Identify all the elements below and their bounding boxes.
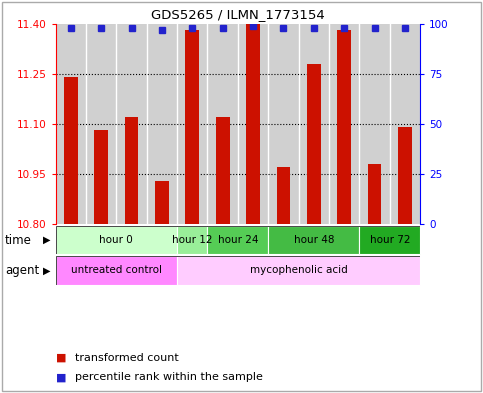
Bar [216,117,229,224]
Text: hour 0: hour 0 [99,235,133,245]
Bar [398,127,412,224]
Bar [368,164,382,224]
Bar [177,226,208,254]
Bar [390,24,420,224]
Bar [268,226,359,254]
Bar [359,226,420,254]
Bar [64,77,78,224]
Text: hour 24: hour 24 [218,235,258,245]
Bar [307,64,321,224]
Bar [56,256,177,285]
Text: transformed count: transformed count [75,353,179,363]
Text: mycophenolic acid: mycophenolic acid [250,265,348,275]
Bar [177,24,208,224]
Bar [86,24,116,224]
Bar [208,226,268,254]
Bar [185,30,199,224]
Text: ■: ■ [56,372,66,382]
Bar [116,24,147,224]
Text: hour 48: hour 48 [294,235,334,245]
Bar [329,24,359,224]
Text: ▶: ▶ [43,265,51,275]
Bar [147,24,177,224]
Bar [338,30,351,224]
Bar [246,24,260,224]
Title: GDS5265 / ILMN_1773154: GDS5265 / ILMN_1773154 [151,8,325,21]
Bar [56,24,86,224]
Bar [177,256,420,285]
Text: untreated control: untreated control [71,265,162,275]
Text: hour 12: hour 12 [172,235,213,245]
Text: agent: agent [5,264,39,277]
Bar [298,24,329,224]
Text: ■: ■ [56,353,66,363]
Bar [125,117,138,224]
Bar [94,130,108,224]
Bar [359,24,390,224]
Text: ▶: ▶ [43,235,51,245]
Bar [208,24,238,224]
Text: hour 72: hour 72 [369,235,410,245]
Bar [155,180,169,224]
Bar [56,226,177,254]
Text: percentile rank within the sample: percentile rank within the sample [75,372,263,382]
Bar [277,167,290,224]
Text: time: time [5,233,32,247]
Bar [238,24,268,224]
Bar [268,24,298,224]
